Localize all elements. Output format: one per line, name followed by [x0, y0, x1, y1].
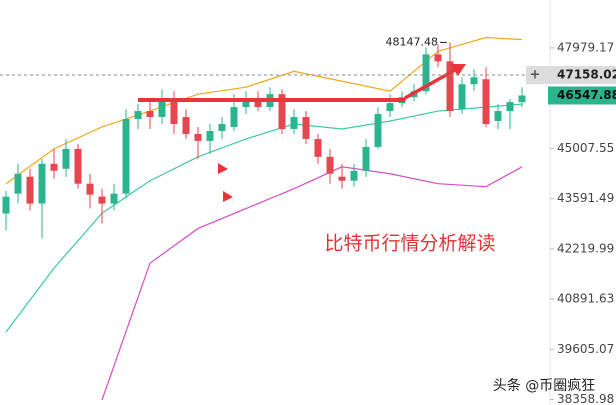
candle-body	[470, 77, 478, 85]
candle-body	[38, 163, 46, 204]
candle-body	[170, 99, 178, 124]
y-tick-label: 43591.49	[557, 191, 614, 205]
candle-body	[506, 102, 514, 112]
candle-body	[254, 99, 262, 108]
band-line	[5, 103, 523, 333]
y-tick-label: 38358.98	[557, 392, 614, 405]
candle-body	[338, 176, 346, 181]
candle-body	[158, 99, 166, 118]
candle-body	[62, 148, 70, 169]
candle-body	[302, 117, 310, 139]
y-tick-label: 42219.99	[557, 241, 614, 255]
candle-body	[482, 79, 490, 124]
crosshair-box	[526, 66, 616, 85]
candle-body	[218, 123, 226, 131]
marker-triangle	[223, 191, 233, 202]
max-price-label: 48147.48	[386, 35, 439, 48]
candle-body	[146, 111, 154, 118]
candle-body	[206, 130, 214, 141]
candle-body	[350, 170, 358, 181]
candle-body	[314, 138, 322, 157]
candle-body	[134, 111, 142, 120]
candle-body	[326, 156, 334, 174]
candle-body	[122, 119, 130, 194]
crosshair-price: 47158.02	[557, 68, 616, 82]
candle-body	[386, 103, 394, 112]
candle-body	[242, 99, 250, 108]
candle-body	[14, 173, 22, 194]
y-tick-label: 39605.07	[557, 342, 614, 356]
marker-triangle	[218, 163, 228, 174]
last-price: 46547.88	[557, 88, 616, 102]
annotation-text: 比特币行情分析解读	[324, 233, 495, 255]
candle-body	[182, 117, 190, 134]
candle-body	[26, 176, 34, 204]
candle-body	[290, 117, 298, 129]
arrow-head	[450, 64, 466, 76]
candle-body	[86, 183, 94, 195]
y-tick-label: 47979.17	[557, 40, 614, 54]
candle-body	[194, 133, 202, 141]
candle-body	[422, 54, 430, 92]
candle-body	[458, 84, 466, 110]
candle-body	[374, 114, 382, 147]
band-line	[5, 36, 523, 185]
crosshair-plus: +	[530, 68, 541, 83]
candle-body	[362, 146, 370, 171]
candle-body	[434, 54, 442, 62]
candle-body	[110, 193, 118, 204]
y-tick-label: 40891.63	[557, 292, 614, 306]
candle-body	[494, 111, 502, 122]
candle-body	[74, 148, 82, 184]
y-tick-label: 45007.55	[557, 141, 614, 155]
candle-body	[98, 196, 106, 204]
candle-body	[518, 95, 526, 103]
candle-body	[278, 94, 286, 129]
candle-body	[446, 61, 454, 112]
band-line	[101, 166, 523, 401]
candle-body	[2, 196, 10, 214]
candle-body	[50, 163, 58, 171]
last-price-box	[548, 86, 616, 105]
watermark: 头条 @币圈疯狂	[493, 377, 595, 394]
candle-body	[230, 107, 238, 127]
